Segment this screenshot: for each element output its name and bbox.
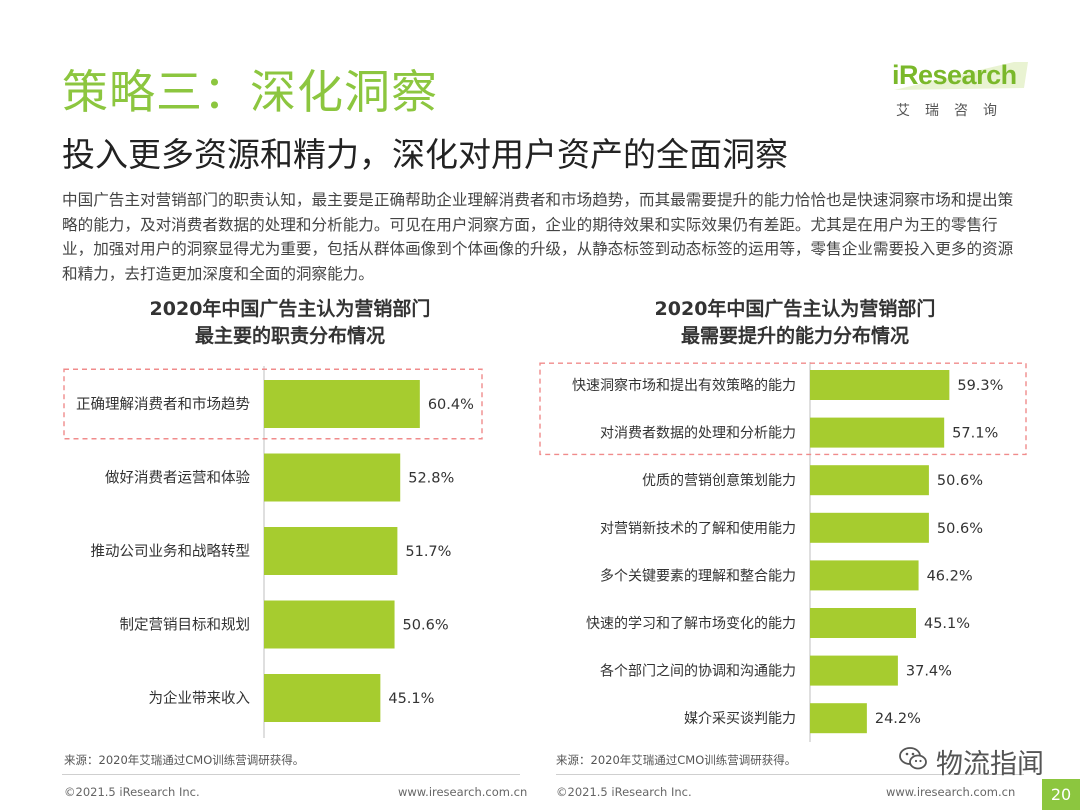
chart2-category-label: 优质的营销创意策划能力 [642,472,796,489]
copyright-right: ©2021.5 iResearch Inc. [556,785,692,799]
chart1-bar [264,600,395,649]
chart1-value-label: 45.1% [388,691,434,707]
chart1-highlight-box [63,368,483,440]
chart1-category-label: 制定营销目标和规划 [120,617,251,634]
chart2-category-label: 多个关键要素的理解和整合能力 [600,567,796,584]
chart2-bar [810,560,919,591]
iresearch-logo: iResearch 艾瑞咨询 [892,58,1028,124]
chart2-bar [810,465,929,496]
logo-subtext: 艾瑞咨询 [896,103,1012,119]
chart2-highlight-box [539,362,1027,456]
intro-paragraph: 中国广告主对营销部门的职责认知，最主要是正确帮助企业理解消费者和市场趋势，而其最… [62,191,1014,283]
page-title: 策略三：深化洞察 [62,65,438,119]
chart2-category-label: 媒介采买谈判能力 [684,711,796,727]
website-right: www.iresearch.com.cn [886,785,1016,799]
chart2-bar [810,608,916,638]
chart2-category-label: 快速的学习和了解市场变化的能力 [586,615,796,632]
source-note-right: 来源：2020年艾瑞通过CMO训练营调研获得。 [556,753,797,767]
chart1-value-label: 52.8% [408,471,454,487]
chart2-title: 2020年中国广告主认为营销部门 最需要提升的能力分布情况 [570,296,1020,350]
logo-wordmark: iResearch [892,60,1017,90]
logo-swoosh [894,62,1028,90]
chart2-bar [810,417,945,448]
chart1-title: 2020年中国广告主认为营销部门 最主要的职责分布情况 [80,296,500,350]
chart2-bar [810,703,867,734]
chart2-bar [810,512,929,543]
chart2-value-label: 50.6% [937,473,983,489]
chart2-value-label: 59.3% [957,378,1003,394]
chart1-category-label: 做好消费者运营和体验 [105,470,250,487]
chart1-bar [264,674,381,722]
chart2-value-label: 57.1% [952,426,998,442]
chart1-bar [264,380,420,428]
chart2-value-label: 46.2% [927,568,973,584]
chart1-value-label: 51.7% [405,544,451,560]
chart1-value-label: 50.6% [403,618,449,634]
chart2-bar [810,370,950,400]
footer-divider-left [62,774,520,775]
chart2-value-label: 50.6% [937,521,983,537]
chart2-category-label: 快速洞察市场和提出有效策略的能力 [572,377,796,394]
chart2-value-label: 24.2% [875,711,921,727]
chart2-category-label: 各个部门之间的协调和沟通能力 [600,664,796,680]
watermark-text: 物流指闻 [936,749,1044,780]
chart1-category-label: 为企业带来收入 [149,689,251,707]
page-subtitle: 投入更多资源和精力，深化对用户资产的全面洞察 [62,135,788,174]
chart2-title-line2: 最需要提升的能力分布情况 [680,325,909,347]
copyright-left: ©2021.5 iResearch Inc. [64,785,200,799]
website-left: www.iresearch.com.cn [398,785,528,799]
chart1-title-line1: 2020年中国广告主认为营销部门 [149,298,431,320]
chart2-bar [810,655,898,686]
wechat-icon [899,747,927,770]
page-number: 20 [1042,779,1080,810]
chart1-category-label: 推动公司业务和战略转型 [91,543,251,560]
chart2-category-label: 对营销新技术的了解和使用能力 [600,520,796,537]
chart1-bar [264,453,401,502]
chart1-category-label: 正确理解消费者和市场趋势 [76,396,250,413]
source-note-left: 来源：2020年艾瑞通过CMO训练营调研获得。 [64,753,305,767]
chart1-title-line2: 最主要的职责分布情况 [194,325,385,347]
chart1-bar [264,527,398,575]
chart2-title-line1: 2020年中国广告主认为营销部门 [654,298,936,320]
chart2-category-label: 对消费者数据的处理和分析能力 [600,426,796,442]
chart2-value-label: 37.4% [906,664,952,680]
chart1-value-label: 60.4% [428,397,474,413]
chart2-value-label: 45.1% [924,616,970,632]
footer-divider-right [556,774,1024,775]
